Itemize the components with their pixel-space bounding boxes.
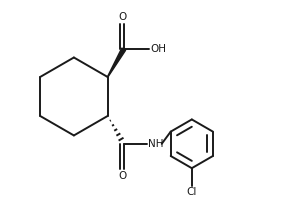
Polygon shape [107,48,126,77]
Text: O: O [119,171,127,181]
Text: OH: OH [150,44,166,54]
Text: Cl: Cl [187,187,197,197]
Text: O: O [119,12,127,22]
Text: NH: NH [148,139,164,149]
